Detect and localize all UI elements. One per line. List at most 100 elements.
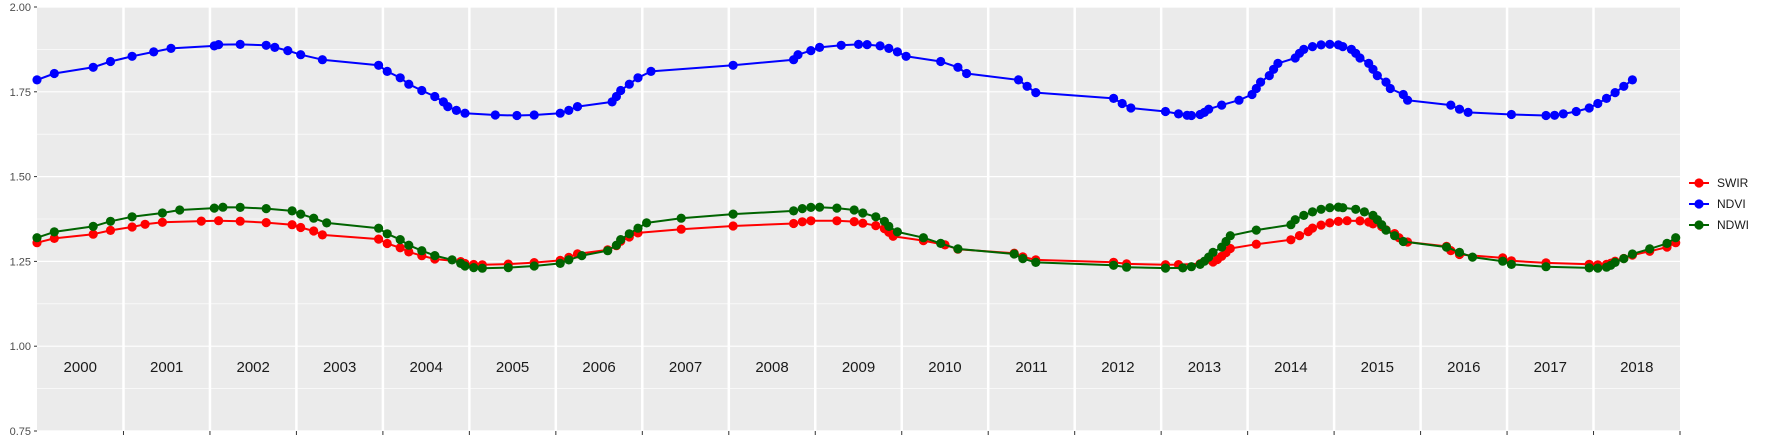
legend-key-point [1694,199,1704,209]
data-point-ndvi [1117,98,1127,109]
data-point-ndvi [283,46,293,56]
data-point-ndwi [175,205,185,215]
data-point-swir [676,224,686,234]
data-point-ndwi [1441,242,1452,252]
data-point-ndwi [1645,244,1655,254]
legend-label-ndvi: NDVI [1717,197,1746,211]
data-point-swir [49,233,59,243]
year-label: 2010 [928,359,961,376]
data-point-ndwi [127,212,137,222]
data-point-ndvi [460,108,470,118]
data-point-ndvi [1601,93,1612,103]
data-point-ndwi [1186,262,1196,272]
data-point-ndwi [1178,263,1188,273]
year-label: 2000 [64,359,97,376]
data-point-ndwi [1299,210,1309,220]
data-point-ndwi [322,218,332,228]
data-point-ndvi [1204,104,1214,114]
data-point-ndvi [382,66,392,76]
legend-label-swir: SWIR [1717,176,1749,190]
data-point-ndwi [918,233,929,243]
data-point-ndwi [1381,225,1391,235]
data-point-ndwi [1390,231,1400,241]
data-point-ndvi [443,102,453,112]
data-point-swir [1225,243,1235,254]
data-point-ndwi [1325,203,1335,213]
data-point-ndvi [806,46,816,56]
year-label: 2008 [755,359,788,376]
data-point-swir [88,229,98,239]
data-point-swir [849,217,859,227]
data-point-ndwi [616,235,626,245]
data-point-ndwi [603,246,613,256]
series-layer [32,39,1681,273]
data-point-ndvi [1234,95,1244,105]
data-point-ndvi [270,42,280,53]
data-point-ndvi [529,110,539,120]
data-point-ndwi [564,255,574,265]
data-point-ndwi [1584,263,1594,273]
data-point-ndwi [1359,207,1369,217]
data-point-ndwi [1619,254,1629,264]
data-point-ndwi [624,229,634,239]
data-point-ndvi [512,110,522,121]
data-point-ndwi [469,263,479,273]
data-point-ndvi [127,51,137,61]
data-point-ndwi [1454,247,1465,257]
data-point-ndwi [892,227,903,237]
data-point-ndvi [1385,83,1395,94]
data-point-ndwi [789,206,799,216]
data-point-ndwi [953,244,963,254]
data-point-ndwi [1316,204,1326,214]
year-label: 2012 [1101,359,1134,376]
data-point-ndvi [1619,81,1629,91]
data-point-ndwi [296,209,306,219]
data-point-ndvi [793,50,803,60]
data-point-ndwi [261,204,271,214]
data-point-ndvi [572,102,583,112]
data-point-ndwi [309,213,319,223]
axis-layer: 0.75 1.00 1.25 1.50 1.75 2.00 2000 2001 2002 2003… [10,2,1681,438]
data-point-swir [1342,216,1352,226]
data-point-ndwi [1109,260,1119,270]
data-point-ndvi [149,47,159,57]
data-point-swir [235,216,245,226]
data-point-ndvi [1627,75,1637,85]
data-point-swir [287,220,297,230]
data-point-swir [395,243,405,253]
y-tick-label: 1.50 [10,172,31,184]
data-point-ndvi [395,73,405,83]
data-point-ndvi [1109,93,1119,103]
year-label: 2002 [236,359,269,376]
data-point-ndvi [1273,58,1283,68]
data-point-swir [806,216,816,226]
data-point-ndwi [477,263,487,273]
data-point-swir [140,219,150,229]
data-point-ndvi [1584,103,1594,113]
data-point-ndvi [1446,100,1456,110]
data-point-ndwi [287,206,297,216]
data-point-ndvi [1307,42,1318,52]
data-point-ndvi [417,85,427,96]
data-point-ndwi [1671,233,1681,243]
data-point-swir [382,238,392,249]
year-label: 2015 [1361,359,1394,376]
data-point-ndwi [374,223,384,233]
data-point-ndvi [404,79,414,89]
data-point-ndwi [1398,236,1408,247]
data-point-ndvi [633,73,643,83]
data-point-ndwi [832,203,842,213]
data-point-ndvi [1256,77,1266,87]
data-point-ndwi [417,246,427,256]
data-point-ndvi [892,47,903,57]
data-point-ndwi [642,218,652,228]
year-label: 2013 [1188,359,1221,376]
data-point-swir [105,225,116,235]
data-point-swir [1355,216,1365,226]
grid-layer [37,6,1680,432]
data-point-ndvi [430,91,440,102]
y-tick-label: 0.75 [10,426,31,438]
data-point-ndvi [296,50,306,60]
data-point-ndwi [1208,247,1218,257]
